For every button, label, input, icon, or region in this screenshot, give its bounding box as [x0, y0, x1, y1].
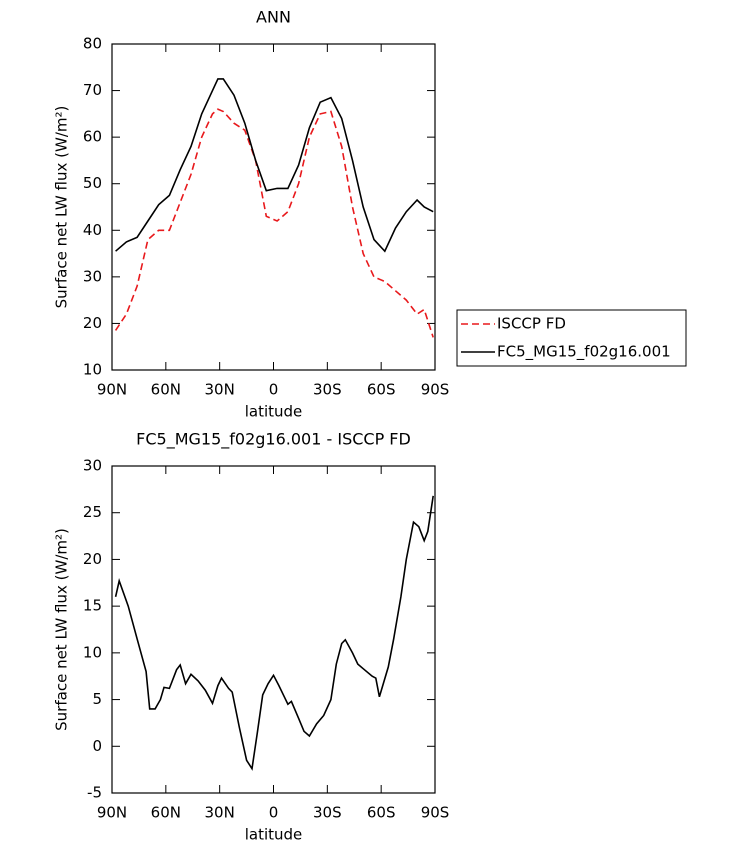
plot-frame [111, 465, 436, 794]
y-tick-label: -5 [87, 784, 102, 802]
x-tick-label: 60N [151, 381, 181, 399]
y-tick-label: 30 [83, 267, 102, 285]
y-tick-label: 60 [83, 128, 102, 146]
x-tick-label: 30N [205, 381, 235, 399]
y-axis-label: Surface net LW flux (W/m²) [53, 106, 71, 309]
y-tick-label: 10 [83, 361, 102, 379]
legend-box [456, 309, 687, 367]
y-tick-label: 20 [83, 550, 102, 568]
y-tick-label: 0 [92, 737, 102, 755]
y-tick-label: 5 [92, 690, 102, 708]
chart-title: ANN [256, 8, 291, 27]
y-tick-label: 10 [83, 643, 102, 661]
legend-label: FC5_MG15_f02g16.001 [497, 343, 671, 362]
x-axis-label: latitude [245, 403, 303, 421]
x-tick-label: 90S [421, 804, 450, 822]
x-axis-label: latitude [245, 826, 303, 844]
y-tick-label: 70 [83, 81, 102, 99]
x-tick-label: 90S [421, 381, 450, 399]
y-tick-label: 25 [83, 503, 102, 521]
data-line [115, 78, 434, 253]
x-tick-label: 30S [313, 804, 342, 822]
y-tick-label: 30 [83, 457, 102, 475]
plot-frame [111, 43, 436, 371]
x-tick-label: 0 [269, 804, 279, 822]
y-tick-label: 15 [83, 597, 102, 615]
y-tick-label: 50 [83, 174, 102, 192]
data-line [114, 108, 434, 338]
y-tick-label: 20 [83, 314, 102, 332]
x-tick-label: 0 [269, 381, 279, 399]
chart-title: FC5_MG15_f02g16.001 - ISCCP FD [136, 430, 411, 450]
y-axis-label: Surface net LW flux (W/m²) [53, 528, 71, 731]
x-tick-label: 30S [313, 381, 342, 399]
x-tick-label: 60S [367, 804, 396, 822]
y-tick-label: 80 [83, 35, 102, 53]
x-tick-label: 60N [151, 804, 181, 822]
legend-label: ISCCP FD [497, 315, 566, 333]
x-tick-label: 90N [97, 804, 127, 822]
x-tick-label: 30N [205, 804, 235, 822]
x-tick-label: 60S [367, 381, 396, 399]
y-tick-label: 40 [83, 221, 102, 239]
x-tick-label: 90N [97, 381, 127, 399]
data-line [114, 495, 434, 771]
